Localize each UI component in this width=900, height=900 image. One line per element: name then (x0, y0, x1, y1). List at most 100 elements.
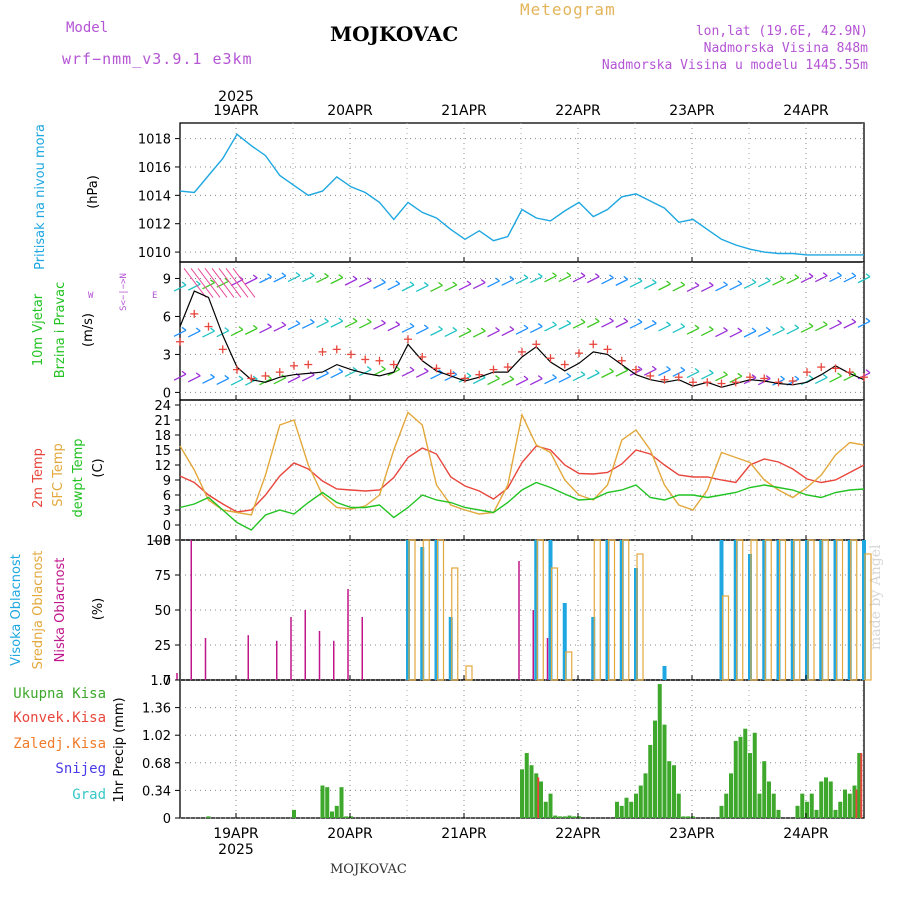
cloud-mid-bar (864, 553, 872, 681)
wind-arrow (301, 374, 315, 382)
cloud-high-bar (634, 568, 638, 680)
wind-arrow-head (580, 272, 586, 277)
wind-arrow-head (366, 318, 372, 323)
precip-total-bar (752, 732, 757, 818)
wind-hatch (225, 268, 249, 298)
precip-total-bar (724, 793, 729, 818)
wind-arrow-head (865, 273, 871, 278)
precip-total-bar (643, 773, 648, 818)
bottom-day-label: 21APR (441, 826, 487, 842)
cloud-mid-bar (607, 539, 616, 681)
wind-arrow-head (395, 321, 401, 326)
wind-arrow-head (566, 319, 572, 324)
wind-arrow-head (366, 366, 372, 371)
temp-label-sfc: SFC Temp (51, 443, 66, 507)
wind-arrow-head (281, 272, 287, 277)
precip-total-bar (334, 805, 339, 818)
precip-conv-bar (855, 789, 858, 818)
cloud-high-bar (434, 540, 439, 680)
precip-total-bar (686, 816, 691, 818)
wind-arrow-head (466, 280, 472, 285)
y-tick-label: 0 (163, 519, 171, 534)
meteogram-label: Meteogram (520, 0, 616, 19)
cloud-low-bar (318, 631, 321, 680)
wind-arrow-head (851, 318, 857, 323)
wind-arrow (344, 278, 358, 286)
wind-arrow-head (623, 275, 629, 280)
wind-arrow-head (537, 273, 543, 278)
precip-legend-frozen: Zaledj.Kisa (13, 736, 106, 752)
wind-arrow-head (723, 281, 728, 286)
precip-total-bar (776, 809, 781, 818)
elevation-label: Nadmorska Visina 848m (703, 41, 868, 56)
wind-arrow-head (651, 365, 657, 370)
wind-arrow (501, 378, 515, 386)
cloud-high-bar (719, 540, 724, 680)
wind-arrow (373, 368, 386, 376)
precip-total-bar (828, 781, 833, 818)
wind-arrow (401, 325, 415, 333)
wind-arrow (401, 284, 415, 292)
wind-arrow (757, 329, 771, 337)
panel-frame (179, 539, 865, 681)
wind-arrow-head (751, 278, 757, 283)
wind-arrow-head (252, 324, 258, 329)
cloud-low-bar (247, 635, 249, 680)
wind-arrow (615, 320, 629, 328)
wind-arrow-head (780, 275, 785, 280)
wind-arrow-head (281, 321, 287, 326)
y-tick-label: 1.36 (142, 702, 171, 717)
wind-arrow-head (680, 366, 686, 371)
wind-arrow (515, 277, 529, 285)
wind-arrow (729, 330, 743, 338)
wind-arrow-head (495, 277, 500, 282)
wind-arrow (786, 327, 800, 335)
cloud-low-bar (532, 610, 534, 680)
precip-total-bar (800, 793, 805, 818)
precip-total-bar (534, 773, 539, 818)
y-tick-label: 1014 (138, 189, 171, 204)
wind-arrow (444, 373, 458, 382)
wind-arrow-head (651, 319, 657, 324)
wind-arrow-head (780, 325, 785, 330)
cloud-high-bar (534, 540, 539, 680)
precip-legend-total: Ukupna Kisa (13, 686, 106, 702)
top-day-label: 19APR (213, 103, 259, 119)
cloud-high-bar (420, 547, 425, 680)
precip-total-bar (771, 793, 776, 818)
wind-arrow (829, 375, 842, 383)
wind-arrow (444, 284, 458, 292)
wind-arrow-head (822, 321, 828, 326)
cloud-high-bar (562, 603, 567, 680)
cloud-mid-bar (465, 665, 473, 681)
wind-arrow-head (466, 327, 472, 332)
wind-arrow (501, 328, 515, 337)
wind-arrow (743, 330, 757, 338)
cloud-mid-bar (436, 539, 445, 681)
y-tick-label: 0 (163, 812, 171, 827)
precip-total-bar (743, 728, 748, 818)
wind-arrow (529, 275, 543, 284)
wind-arrow (643, 322, 657, 330)
precip-total-bar (339, 787, 344, 818)
wind-arrow (544, 275, 557, 283)
wind-arrow-head (609, 367, 614, 373)
wind-arrow-head (708, 326, 714, 331)
cloud-high-bar (662, 666, 667, 680)
wind-arrow-head (566, 272, 572, 277)
wind-arrow (373, 281, 386, 289)
wind-arrow (501, 278, 515, 286)
lonlat-label: lon,lat (19.6E, 42.9N) (695, 24, 868, 39)
model-elevation-label: Nadmorska Visina u modelu 1445.55m (601, 58, 868, 73)
wind-unit: (m/s) (81, 313, 96, 347)
wind-arrow-head (423, 324, 429, 329)
wind-arrow (686, 370, 700, 379)
wind-arrow (216, 377, 230, 385)
wind-arrow (487, 280, 500, 288)
wind-arrow-head (480, 327, 486, 332)
wind-hatch (197, 268, 221, 298)
wind-arrow-head (238, 326, 244, 331)
wind-arrow (358, 321, 372, 329)
y-tick-label: 21 (154, 414, 171, 429)
wind-arrow-head (594, 369, 600, 374)
